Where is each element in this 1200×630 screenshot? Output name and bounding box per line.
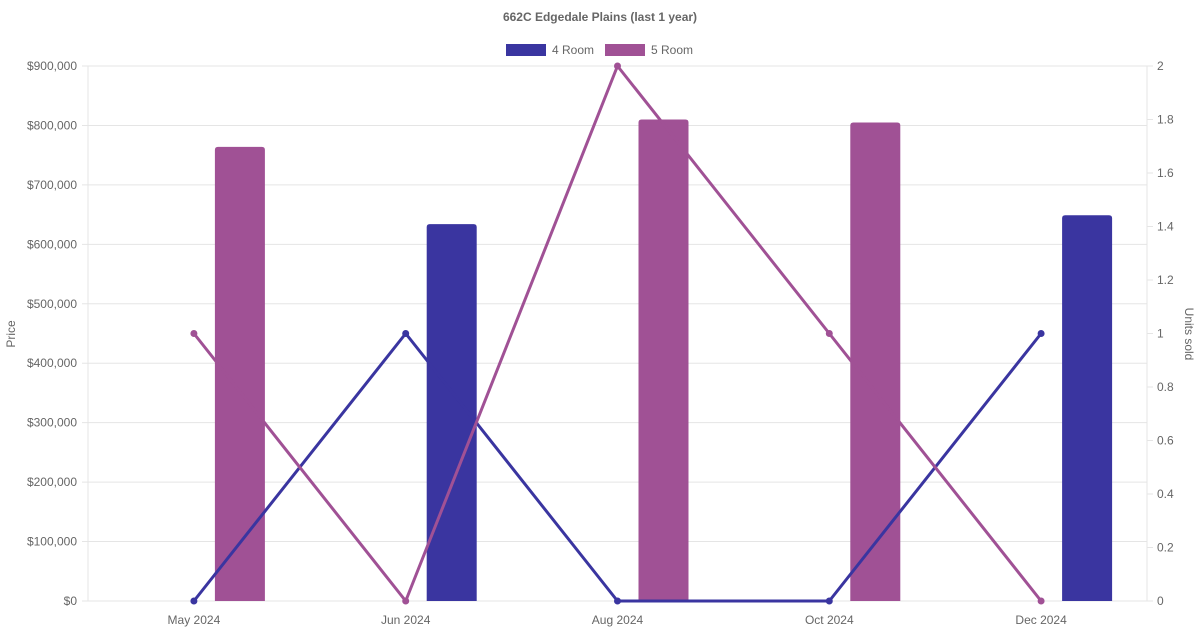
x-tick-label: Aug 2024 — [592, 613, 644, 627]
point-5-room — [402, 597, 410, 605]
point-4-room — [1037, 330, 1045, 337]
bar-4-room — [426, 224, 477, 601]
y-left-tick-label: $0 — [64, 594, 78, 608]
point-5-room — [190, 330, 198, 337]
y-right-tick-label: 2 — [1157, 59, 1164, 73]
y-right-tick-label: 0 — [1157, 594, 1164, 608]
legend-label-5-room[interactable]: 5 Room — [651, 43, 693, 57]
y-left-tick-label: $400,000 — [27, 356, 77, 370]
axes: $0 $100,000 $200,000 $300,000 $400,000 $500,0… — [27, 59, 1174, 627]
bar-5-room — [214, 146, 265, 601]
legend: 4 Room 5 Room — [506, 43, 693, 57]
y-left-tick-label: $900,000 — [27, 59, 77, 73]
point-4-room — [402, 330, 410, 337]
legend-swatch-5-room[interactable] — [605, 44, 645, 56]
point-5-room — [825, 330, 833, 337]
y-right-tick-label: 0.6 — [1157, 434, 1174, 448]
line-marks — [190, 62, 1045, 605]
chart-title: 662C Edgedale Plains (last 1 year) — [503, 10, 697, 24]
y-left-tick-label: $500,000 — [27, 297, 77, 311]
legend-swatch-4-room[interactable] — [506, 44, 546, 56]
point-5-room — [614, 62, 621, 70]
x-tick-label: Jun 2024 — [381, 613, 431, 627]
y-right-tick-label: 1.8 — [1157, 113, 1174, 127]
bar-5-room — [850, 122, 901, 601]
y-right-tick-label: 1.2 — [1157, 273, 1174, 287]
point-4-room — [614, 597, 621, 605]
point-4-room — [825, 597, 833, 605]
line-5-room — [192, 64, 1043, 603]
y-axis-left-title: Price — [4, 320, 18, 348]
y-right-tick-label: 0.2 — [1157, 541, 1174, 555]
y-left-tick-label: $100,000 — [27, 535, 77, 549]
point-4-room — [190, 597, 198, 605]
x-tick-label: May 2024 — [168, 613, 221, 627]
line-4-room — [192, 332, 1043, 603]
y-right-tick-label: 1.4 — [1157, 220, 1174, 234]
y-left-tick-label: $600,000 — [27, 237, 77, 251]
x-tick-label: Oct 2024 — [805, 613, 854, 627]
y-left-tick-label: $700,000 — [27, 178, 77, 192]
y-right-tick-label: 1 — [1157, 327, 1164, 341]
bar-4-room — [1062, 215, 1113, 601]
bar-marks — [214, 119, 1113, 601]
y-left-tick-label: $800,000 — [27, 118, 77, 132]
y-axis-right-title: Units sold — [1182, 308, 1196, 361]
y-left-tick-label: $300,000 — [27, 416, 77, 430]
legend-label-4-room[interactable]: 4 Room — [552, 43, 594, 57]
y-right-tick-label: 0.4 — [1157, 487, 1174, 501]
bar-5-room — [638, 119, 689, 601]
y-right-tick-label: 0.8 — [1157, 380, 1174, 394]
y-right-tick-label: 1.6 — [1157, 166, 1174, 180]
x-tick-label: Dec 2024 — [1015, 613, 1067, 627]
point-5-room — [1037, 597, 1045, 605]
y-left-tick-label: $200,000 — [27, 475, 77, 489]
